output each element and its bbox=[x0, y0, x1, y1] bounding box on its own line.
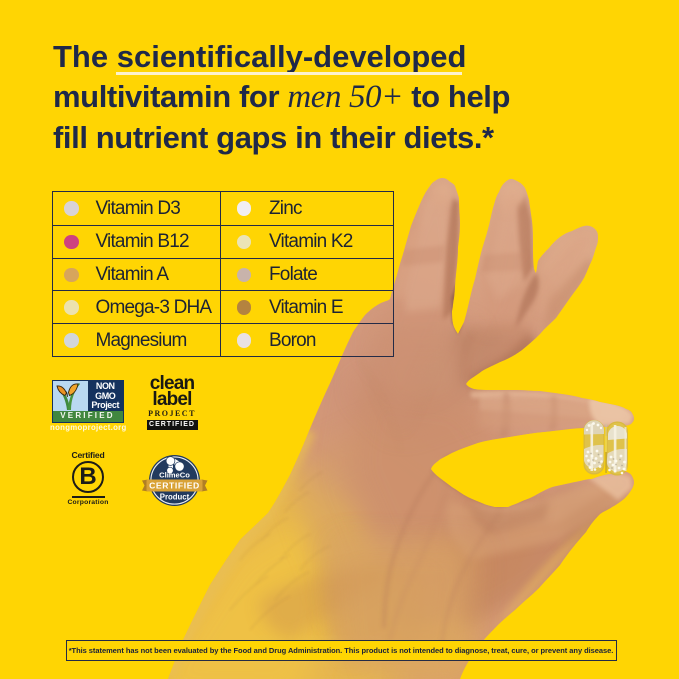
svg-text:CERTIFIED: CERTIFIED bbox=[149, 481, 200, 491]
svg-text:Product: Product bbox=[160, 493, 190, 502]
svg-text:ClimeCo: ClimeCo bbox=[159, 471, 190, 480]
